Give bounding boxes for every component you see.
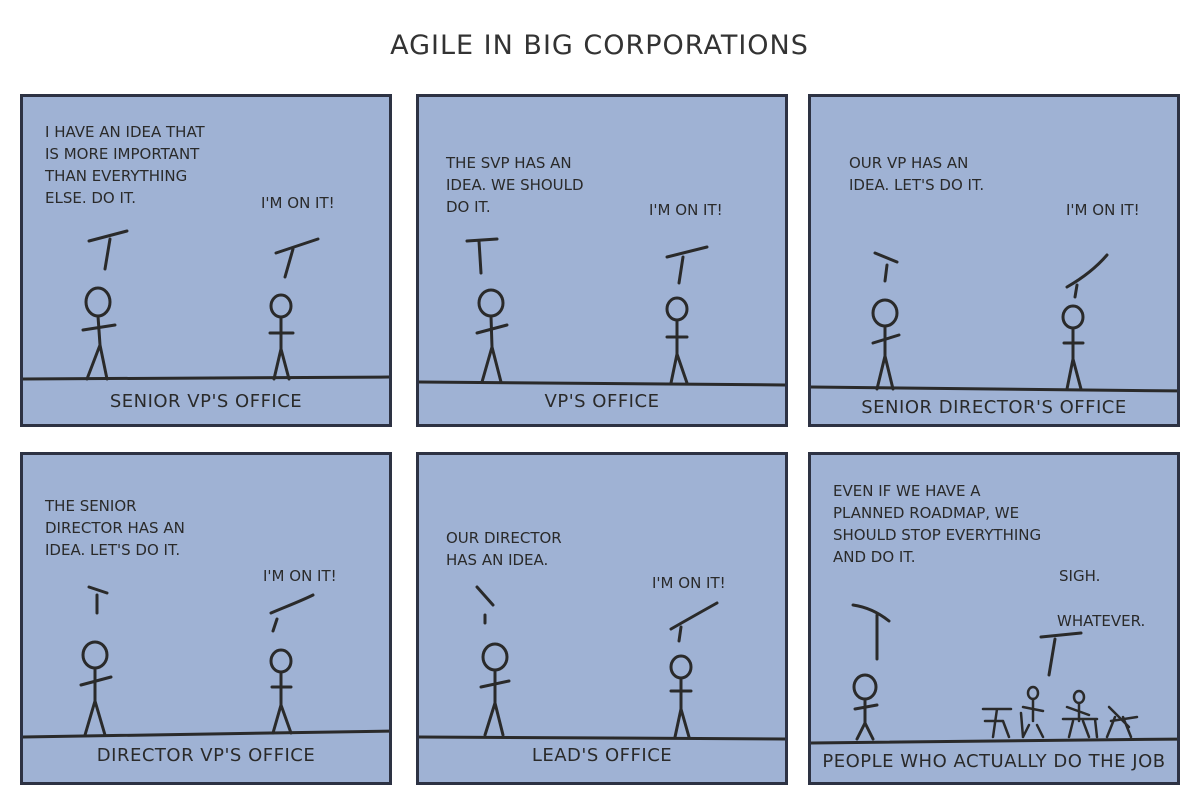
speech-reply: I'M ON IT!	[652, 574, 726, 592]
speech-tail	[851, 603, 891, 661]
panel-vp-office: THE SVP HAS AN IDEA. WE SHOULD DO IT. I'…	[416, 94, 788, 427]
panel-drawing	[419, 237, 785, 387]
speech-boss: OUR VP HAS AN IDEA. LET'S DO IT.	[849, 154, 985, 194]
panel-caption: LEAD'S OFFICE	[531, 745, 673, 766]
speech-boss: THE SENIOR DIRECTOR HAS AN IDEA. LET'S D…	[45, 497, 185, 559]
floor-line	[811, 385, 1177, 393]
speech-tail	[475, 585, 495, 625]
speech-tail	[465, 237, 499, 275]
worker-figure	[665, 296, 689, 385]
panel-senior-director-office: OUR VP HAS AN IDEA. LET'S DO IT. I'M ON …	[808, 94, 1180, 427]
speech-boss: THE SVP HAS AN IDEA. WE SHOULD DO IT.	[446, 154, 584, 216]
floor-line	[419, 735, 785, 741]
panel-people-who-do-the-job: EVEN IF WE HAVE A PLANNED ROADMAP, WE SH…	[808, 452, 1180, 785]
floor-line	[23, 375, 389, 381]
speech-reply: I'M ON IT!	[261, 194, 335, 212]
floor-line	[811, 737, 1177, 745]
workers-at-desks	[981, 685, 1139, 739]
panel-caption: PEOPLE WHO ACTUALLY DO THE JOB	[822, 751, 1166, 772]
worker-figure	[669, 654, 693, 739]
panel-drawing	[23, 229, 389, 381]
boss-figure	[81, 286, 117, 381]
speech-boss: I HAVE AN IDEA THAT IS MORE IMPORTANT TH…	[45, 123, 205, 207]
speech-reply-whatever: WHATEVER.	[1057, 612, 1146, 630]
speech-reply-sigh: SIGH.	[1059, 567, 1101, 585]
panel-senior-vp-office: I HAVE AN IDEA THAT IS MORE IMPORTANT TH…	[20, 94, 392, 427]
comic-title: AGILE IN BIG CORPORATIONS	[390, 30, 809, 61]
boss-figure	[479, 642, 511, 737]
speech-tail	[87, 585, 109, 615]
panel-drawing	[811, 603, 1177, 745]
boss-figure	[871, 298, 901, 391]
boss-figure	[475, 288, 509, 384]
worker-figure	[1061, 304, 1085, 391]
worker-figure	[268, 293, 295, 381]
floor-line	[23, 729, 389, 739]
panel-director-vp-office: THE SENIOR DIRECTOR HAS AN IDEA. LET'S D…	[20, 452, 392, 785]
panel-caption: SENIOR VP'S OFFICE	[109, 391, 303, 412]
speech-tail	[87, 229, 129, 271]
speech-reply: I'M ON IT!	[263, 567, 337, 585]
speech-boss: OUR DIRECTOR HAS AN IDEA.	[446, 529, 562, 569]
speech-reply: I'M ON IT!	[649, 201, 723, 219]
panel-caption: SENIOR DIRECTOR'S OFFICE	[861, 397, 1127, 418]
speech-tail	[873, 251, 899, 283]
worker-figure	[269, 648, 293, 735]
speaker-figure	[852, 673, 879, 741]
speech-boss: EVEN IF WE HAVE A PLANNED ROADMAP, WE SH…	[833, 482, 1042, 566]
panel-drawing	[419, 585, 785, 741]
panel-caption: VP'S OFFICE	[544, 391, 660, 412]
panel-drawing	[23, 585, 389, 739]
speech-reply: I'M ON IT!	[1066, 201, 1140, 219]
panel-caption: DIRECTOR VP'S OFFICE	[96, 745, 316, 766]
panel-leads-office: OUR DIRECTOR HAS AN IDEA. I'M ON IT! LEA…	[416, 452, 788, 785]
boss-figure	[79, 640, 113, 737]
floor-line	[419, 380, 785, 387]
panel-drawing	[811, 251, 1177, 393]
